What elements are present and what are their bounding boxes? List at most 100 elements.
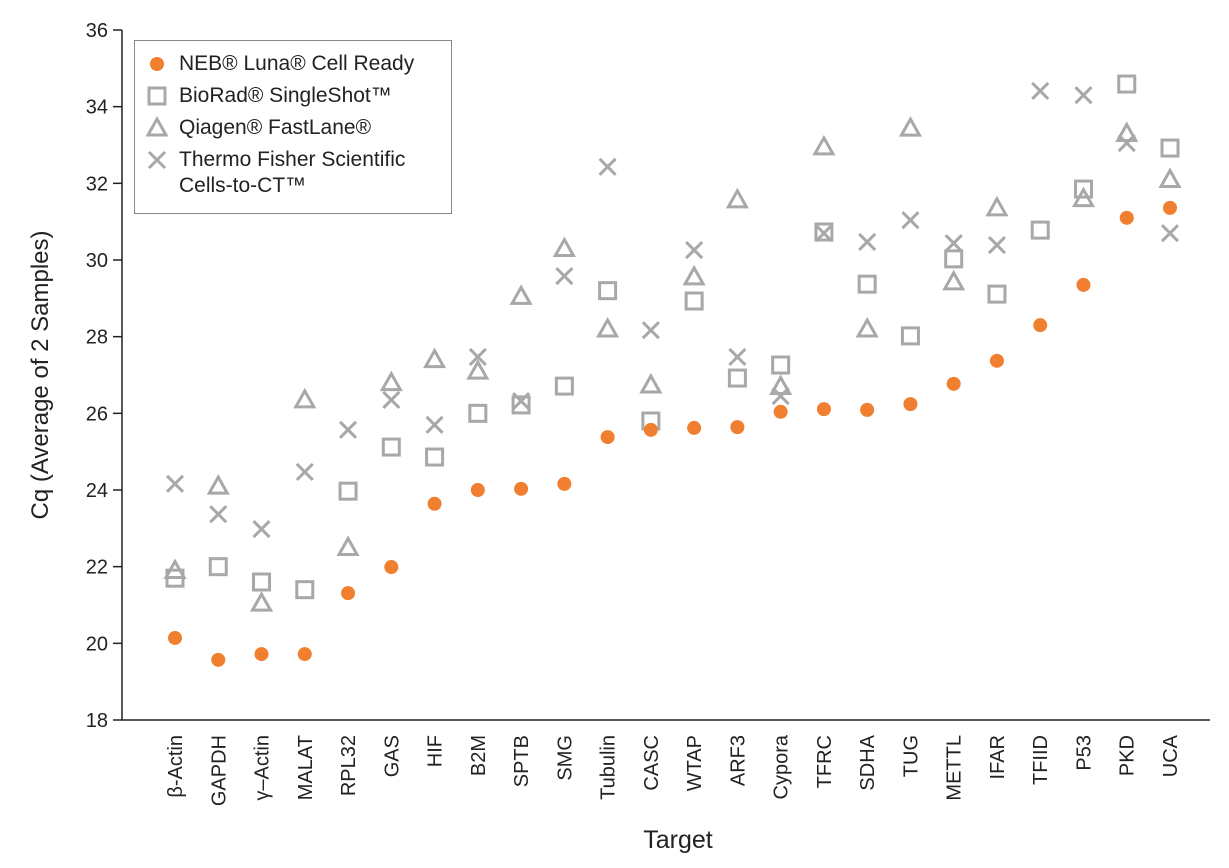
point	[552, 236, 576, 257]
point	[1163, 200, 1177, 215]
point	[598, 281, 618, 301]
point	[295, 462, 314, 482]
point	[512, 392, 531, 411]
point	[147, 150, 167, 170]
point	[427, 496, 442, 511]
point	[336, 535, 360, 556]
point	[554, 376, 574, 396]
x-tick-label: CASC	[641, 735, 663, 791]
point	[857, 274, 877, 294]
point	[163, 558, 187, 579]
legend-label: NEB® Luna® Cell Ready	[179, 52, 415, 75]
point	[942, 269, 966, 291]
y-axis-title: Cq (Average of 2 Samples)	[27, 230, 54, 519]
y-tick-label: 30	[86, 250, 108, 272]
point	[814, 222, 834, 242]
point	[769, 374, 793, 395]
point	[600, 430, 615, 445]
point	[1033, 318, 1048, 333]
legend-label: BioRad® SingleShot™	[179, 84, 392, 107]
point	[730, 420, 745, 435]
point	[295, 580, 315, 600]
y-tick-label: 26	[86, 403, 108, 425]
point	[598, 157, 617, 176]
point	[254, 647, 269, 662]
x-tick-label: ARF3	[727, 735, 749, 786]
point	[1115, 121, 1139, 142]
point	[297, 647, 312, 662]
x-tick-label: γ–Actin	[252, 735, 274, 801]
x-tick-label: P53	[1073, 735, 1095, 771]
point	[727, 368, 747, 388]
point	[1158, 167, 1182, 188]
point	[855, 316, 879, 338]
point	[555, 267, 574, 286]
y-tick-label: 24	[86, 480, 108, 502]
point	[814, 224, 833, 243]
x-tick-label: β-Actin	[165, 735, 187, 798]
point	[511, 395, 531, 415]
point	[252, 520, 271, 539]
point	[338, 420, 358, 439]
x-tick-label: WTAP	[684, 735, 706, 791]
point	[900, 326, 920, 346]
x-tick-label: Cypora	[771, 734, 793, 799]
point	[898, 116, 922, 137]
point	[470, 483, 485, 497]
point	[989, 353, 1004, 368]
legend-item: Qiagen® FastLane®	[143, 115, 443, 141]
point	[685, 240, 704, 260]
legend-item: Thermo Fisher Scientific Cells-to-CT™	[143, 147, 443, 199]
point	[771, 387, 790, 406]
legend-label: Qiagen® FastLane®	[179, 116, 372, 139]
point	[168, 630, 182, 645]
point	[860, 402, 875, 417]
y-tick-label: 28	[86, 327, 108, 349]
point	[596, 316, 620, 338]
point	[728, 347, 747, 367]
point	[1071, 186, 1096, 208]
x-tick-label: MALAT	[295, 735, 317, 800]
point	[425, 447, 445, 467]
point	[858, 232, 877, 252]
point	[812, 134, 836, 156]
legend-swatch	[147, 86, 167, 106]
point	[684, 291, 704, 311]
legend-swatch	[147, 150, 167, 170]
point	[379, 370, 403, 392]
x-tick-label: B2M	[468, 735, 490, 776]
point	[384, 560, 399, 575]
point	[293, 387, 317, 409]
point	[773, 404, 788, 419]
legend: NEB® Luna® Cell Ready BioRad® SingleShot™…	[134, 40, 452, 214]
point	[468, 347, 487, 367]
point	[639, 372, 663, 394]
point	[147, 86, 167, 106]
x-tick-label: TUG	[900, 735, 922, 777]
point	[1074, 86, 1093, 105]
point	[252, 572, 272, 592]
point	[211, 652, 226, 667]
point	[944, 234, 963, 253]
y-tick-label: 20	[86, 633, 108, 655]
x-tick-label: SDHA	[857, 734, 879, 790]
point	[514, 481, 529, 496]
point	[468, 403, 488, 423]
y-tick-label: 32	[86, 173, 108, 195]
x-tick-label: SPTB	[511, 735, 533, 787]
point	[381, 437, 401, 457]
y-tick-label: 34	[86, 97, 108, 119]
point	[1117, 134, 1136, 153]
point	[771, 355, 791, 375]
x-tick-label: IFAR	[987, 735, 1009, 779]
y-tick-label: 22	[86, 557, 108, 579]
legend-item: NEB® Luna® Cell Ready	[143, 51, 443, 77]
x-tick-label: METTL	[944, 735, 966, 801]
point	[687, 420, 702, 435]
x-tick-label: TFIID	[1030, 735, 1052, 785]
point	[206, 474, 230, 495]
point	[208, 557, 228, 577]
point	[466, 359, 490, 380]
point	[641, 321, 660, 340]
point	[425, 415, 444, 434]
